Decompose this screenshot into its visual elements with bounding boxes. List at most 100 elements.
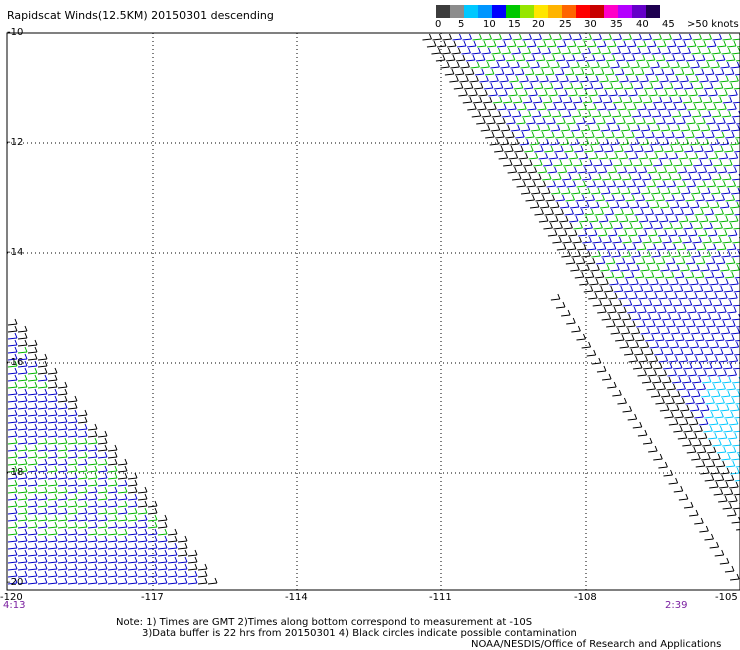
wind-barb bbox=[601, 110, 612, 118]
wind-barb bbox=[535, 54, 546, 62]
wind-barb bbox=[732, 439, 740, 447]
wind-barb bbox=[619, 341, 630, 349]
wind-barb bbox=[705, 131, 715, 139]
wind-barb bbox=[720, 187, 731, 195]
wind-barb bbox=[711, 313, 722, 321]
wind-barb bbox=[586, 40, 597, 48]
wind-barb bbox=[467, 103, 477, 111]
wind-barb bbox=[719, 138, 730, 146]
wind-barb bbox=[576, 117, 586, 125]
wind-barb bbox=[656, 40, 667, 48]
wind-barb bbox=[87, 563, 98, 571]
wind-barb bbox=[518, 152, 529, 160]
wind-barb bbox=[107, 577, 118, 585]
wind-barb bbox=[470, 61, 480, 69]
wind-barb bbox=[629, 75, 639, 83]
wind-barb bbox=[107, 514, 118, 522]
wind-barb bbox=[690, 327, 701, 335]
wind-barb bbox=[724, 68, 735, 76]
wind-barb bbox=[695, 397, 705, 405]
wind-barb bbox=[67, 479, 78, 487]
wind-barb bbox=[728, 215, 739, 223]
wind-barb bbox=[639, 341, 650, 349]
wind-barb bbox=[695, 334, 705, 342]
wind-barb bbox=[117, 458, 128, 466]
legend-label-40: 40 bbox=[636, 19, 649, 30]
legend-swatch bbox=[436, 5, 450, 18]
wind-barb bbox=[699, 138, 710, 146]
wind-barb bbox=[663, 159, 673, 167]
wind-barb bbox=[17, 381, 28, 389]
wind-barb bbox=[97, 451, 108, 459]
wind-barb bbox=[712, 439, 722, 447]
wind-barb bbox=[721, 250, 731, 258]
legend-label-35: 35 bbox=[610, 19, 623, 30]
wind-barb bbox=[47, 451, 58, 459]
wind-barb bbox=[574, 145, 584, 153]
wind-barb bbox=[731, 47, 740, 55]
wind-barb bbox=[57, 423, 68, 431]
wind-barb bbox=[637, 429, 648, 437]
wind-barb bbox=[729, 404, 740, 412]
wind-barb bbox=[619, 201, 630, 209]
wind-barb bbox=[660, 124, 671, 132]
wind-barb bbox=[622, 299, 633, 307]
wind-barb bbox=[17, 395, 28, 403]
wind-barb bbox=[636, 40, 647, 48]
wind-barb bbox=[732, 96, 740, 104]
wind-barb bbox=[687, 432, 698, 440]
wind-barb bbox=[702, 173, 712, 181]
wind-barb bbox=[613, 285, 624, 293]
wind-barb bbox=[657, 103, 667, 111]
wind-barb bbox=[580, 264, 590, 272]
wind-barb bbox=[650, 187, 661, 195]
wind-barb bbox=[632, 173, 642, 181]
wind-barb bbox=[486, 40, 497, 48]
wind-barb bbox=[650, 390, 661, 398]
wind-barb bbox=[625, 54, 636, 62]
wind-barb bbox=[529, 138, 540, 146]
wind-barb bbox=[696, 117, 706, 125]
wind-barb bbox=[572, 33, 582, 41]
wind-barb bbox=[687, 166, 698, 174]
wind-barb bbox=[77, 521, 88, 529]
wind-barb bbox=[531, 47, 541, 55]
wind-barb bbox=[710, 390, 721, 398]
wind-barb bbox=[47, 570, 58, 578]
wind-barb bbox=[499, 75, 509, 83]
wind-barb bbox=[137, 486, 148, 494]
wind-barb bbox=[696, 40, 707, 48]
wind-barb bbox=[672, 236, 682, 244]
wind-barb bbox=[706, 446, 717, 454]
wind-barb bbox=[536, 180, 547, 188]
wind-barb bbox=[37, 353, 48, 361]
wind-barb bbox=[117, 570, 128, 578]
wind-barb bbox=[565, 257, 576, 265]
wind-barb bbox=[622, 33, 632, 41]
wind-barb bbox=[17, 500, 28, 508]
wind-barb bbox=[614, 208, 624, 216]
wind-barb bbox=[698, 292, 708, 300]
wind-barb bbox=[87, 577, 98, 585]
wind-barb bbox=[481, 47, 491, 55]
wind-barb bbox=[690, 61, 700, 69]
wind-barb bbox=[679, 404, 690, 412]
legend-swatch bbox=[590, 5, 604, 18]
wind-barb bbox=[635, 131, 645, 139]
wind-barb bbox=[684, 348, 694, 356]
wind-barb bbox=[712, 236, 722, 244]
wind-barb bbox=[702, 33, 712, 41]
wind-barb bbox=[107, 465, 118, 473]
wind-barb bbox=[510, 124, 521, 132]
wind-barb bbox=[17, 507, 28, 515]
wind-barb bbox=[579, 75, 589, 83]
wind-barb bbox=[646, 117, 656, 125]
wind-barb bbox=[634, 68, 645, 76]
wind-barb bbox=[500, 124, 511, 132]
wind-barb bbox=[452, 33, 462, 41]
wind-barb bbox=[596, 243, 607, 251]
wind-barb bbox=[660, 264, 670, 272]
wind-barb bbox=[555, 194, 565, 202]
wind-barb bbox=[597, 229, 608, 237]
wind-barb bbox=[37, 577, 48, 585]
